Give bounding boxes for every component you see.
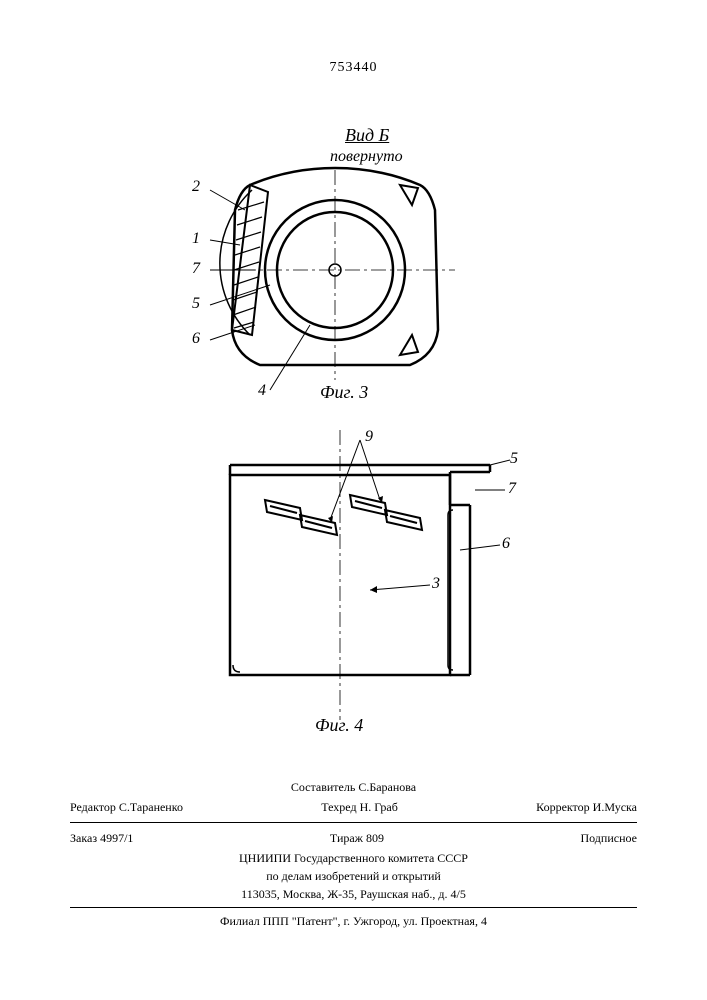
- credits-row: Редактор С.Тараненко Техред Н. Граб Корр…: [70, 796, 637, 818]
- editor-block: Редактор С.Тараненко: [70, 798, 183, 816]
- address-line: 113035, Москва, Ж-35, Раушская наб., д. …: [70, 885, 637, 903]
- order-row: Заказ 4997/1 Тираж 809 Подписное: [70, 827, 637, 849]
- org-line-1: ЦНИИПИ Государственного комитета СССР: [70, 849, 637, 867]
- patent-number: 753440: [330, 60, 378, 76]
- fig3-title: Вид Б: [345, 125, 389, 146]
- fig3-ref-5: 5: [192, 295, 200, 313]
- fig4-ref-6: 6: [502, 535, 510, 553]
- divider-2: [70, 907, 637, 908]
- order-block: Заказ 4997/1: [70, 829, 133, 847]
- compiler-row: Составитель С.Баранова: [70, 778, 637, 796]
- footer: Составитель С.Баранова Редактор С.Таране…: [70, 778, 637, 930]
- fig3-ref-1: 1: [192, 230, 200, 248]
- branch-line: Филиал ППП "Патент", г. Ужгород, ул. Про…: [70, 912, 637, 930]
- fig3-subtitle: повернуто: [330, 148, 403, 166]
- fig4-ref-5: 5: [510, 450, 518, 468]
- compiler-label: Составитель: [291, 780, 355, 794]
- fig3-ref-2: 2: [192, 178, 200, 196]
- corrector-block: Корректор И.Муска: [536, 798, 637, 816]
- figure-4: 9 5 7 6 3 Фиг. 4: [170, 420, 530, 740]
- fig3-drawing: [180, 130, 520, 410]
- fig3-ref-7: 7: [192, 260, 200, 278]
- fig4-ref-7: 7: [508, 480, 516, 498]
- figure-3: Вид Б повернуто: [180, 130, 520, 410]
- fig4-ref-9: 9: [365, 428, 373, 446]
- patent-page: 753440 Вид Б повернуто: [0, 0, 707, 1000]
- fig3-ref-6: 6: [192, 330, 200, 348]
- tirage-block: Тираж 809: [330, 829, 384, 847]
- org-line-2: по делам изобретений и открытий: [70, 867, 637, 885]
- fig4-drawing: [170, 420, 530, 740]
- fig4-ref-3: 3: [432, 575, 440, 593]
- subscription: Подписное: [580, 829, 637, 847]
- fig3-label: Фиг. 3: [320, 382, 368, 403]
- fig3-ref-4: 4: [258, 382, 266, 400]
- fig4-label: Фиг. 4: [315, 715, 363, 736]
- divider-1: [70, 822, 637, 823]
- techred-block: Техред Н. Граб: [321, 798, 398, 816]
- compiler-name: С.Баранова: [358, 780, 416, 794]
